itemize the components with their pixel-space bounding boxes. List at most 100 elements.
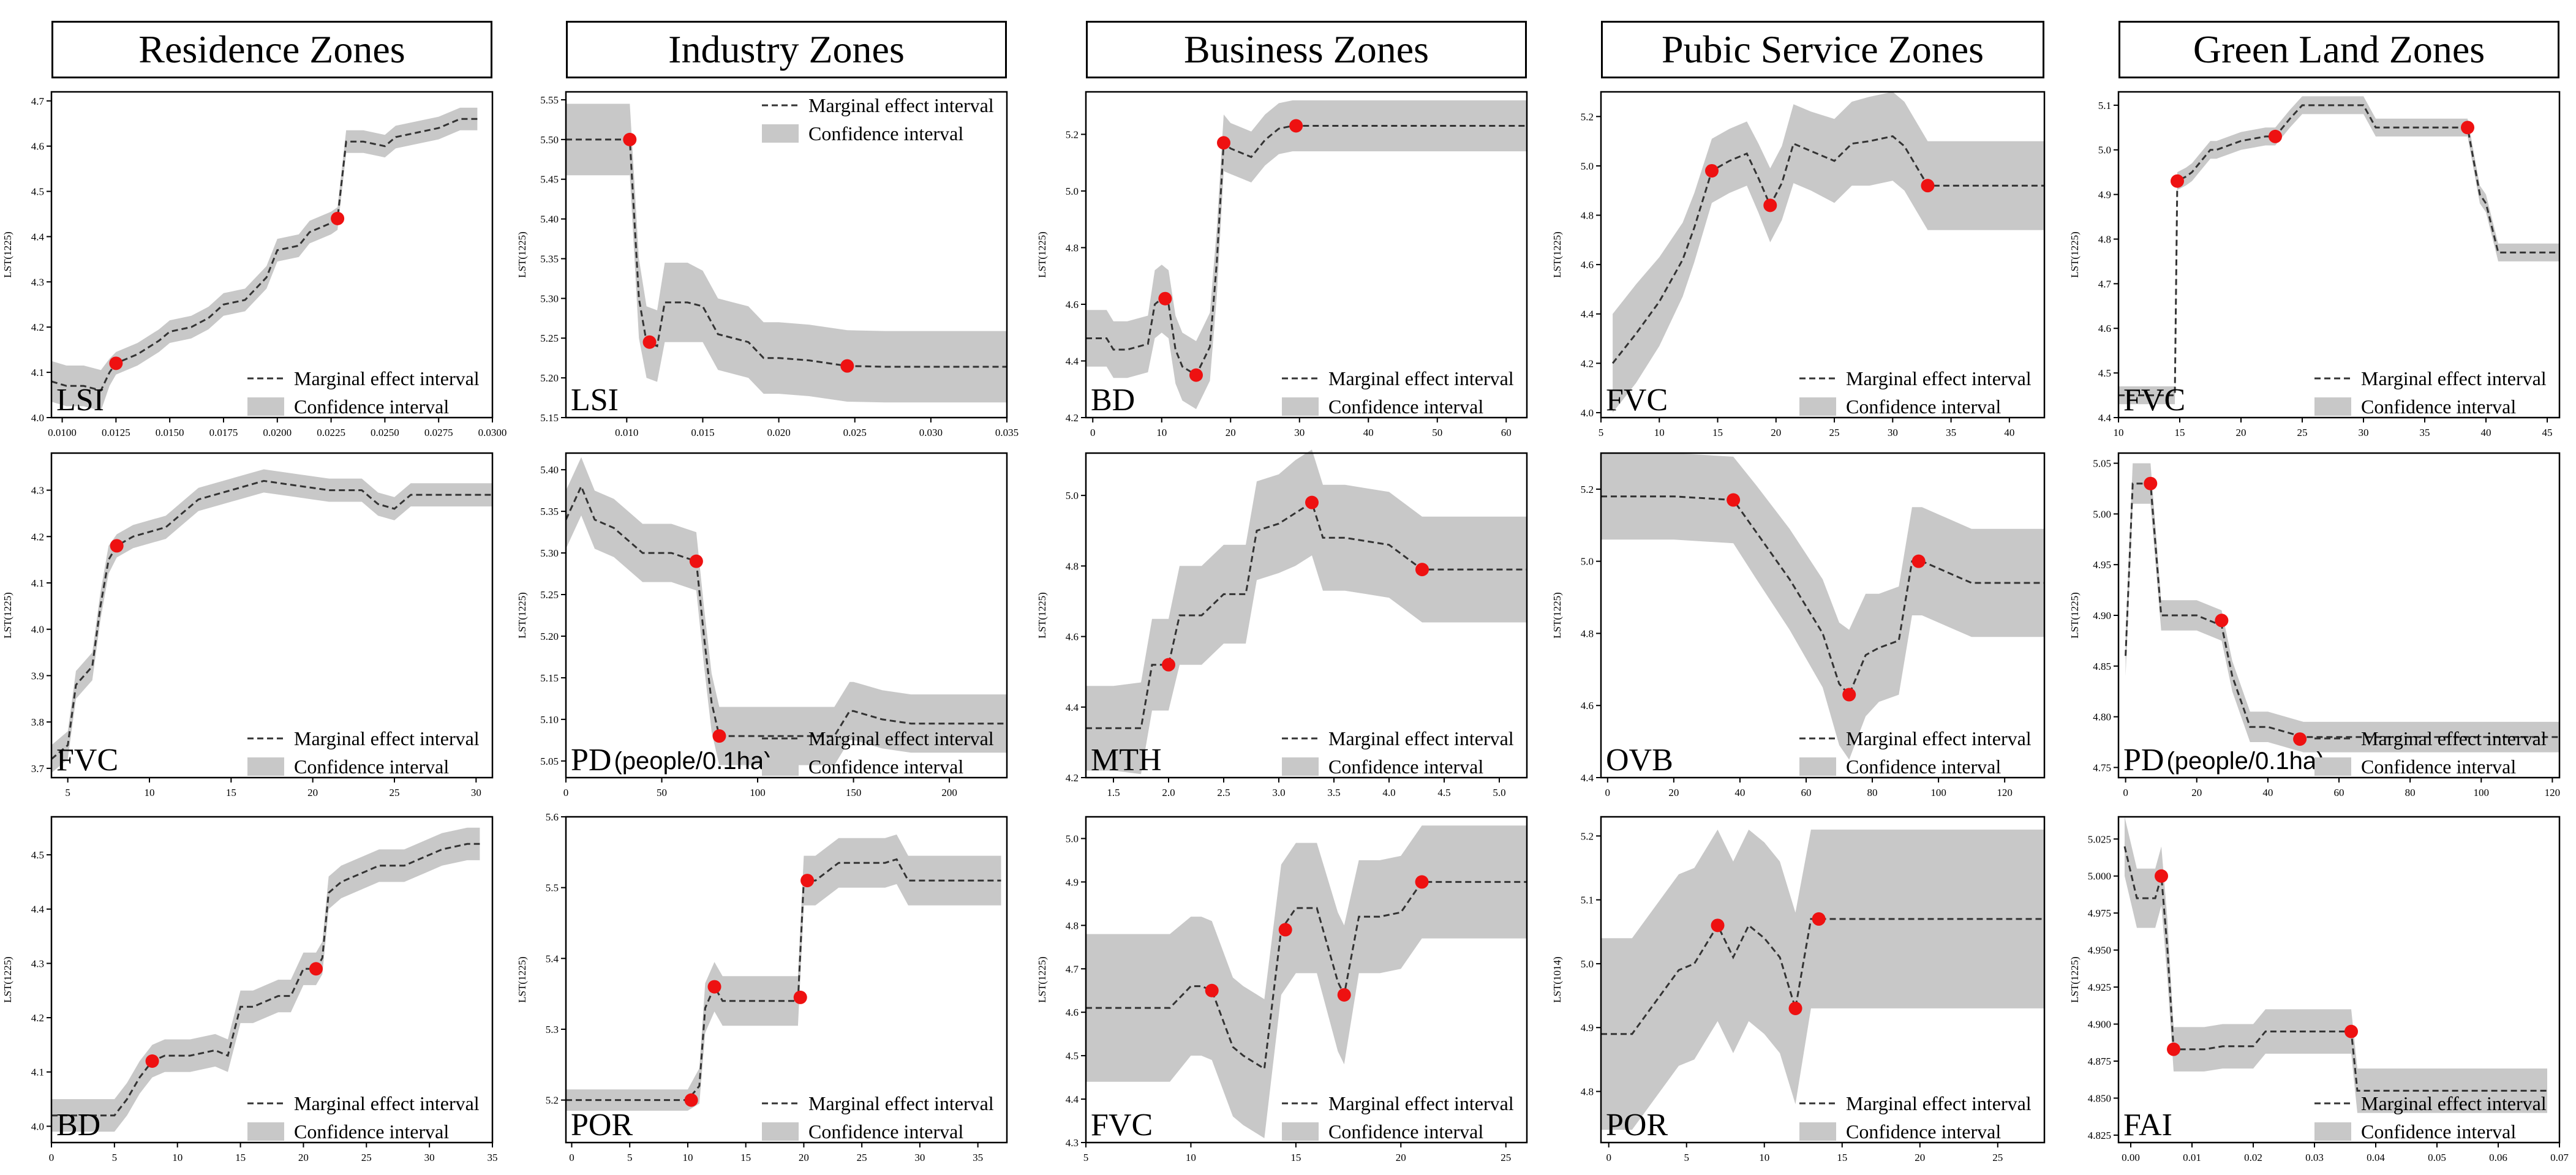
y-axis-label: LST(1225) [2,956,13,1003]
zone-title-business: Business Zones [1086,21,1527,78]
variable-label: FVC [56,743,118,778]
x-tick-label: 50 [1432,427,1442,438]
confidence-band [2118,96,2559,405]
y-tick-label: 4.0 [1581,407,1594,419]
x-tick-label: 40 [2481,427,2491,438]
x-tick-label: 0.015 [691,427,714,438]
x-tick-label: 0.0250 [371,427,399,438]
x-tick-label: 10 [682,1152,693,1163]
y-tick-label: 5.15 [540,412,559,424]
legend-band-swatch [1282,1122,1319,1141]
y-tick-label: 5.0 [1066,186,1079,197]
legend-band-label: Confidence interval [294,396,449,418]
variable-unit: (people/0.1ha) [614,748,772,775]
chart-panel-11: 0 5 10 15 20 25 30 35 5.2 5.3 5.4 5.5 5.6 LST(1225) PO… [516,811,1008,1163]
y-axis-label: LST(1225) [2069,231,2081,278]
y-tick-label: 5.30 [540,293,559,304]
x-tick-label: 0.0125 [102,427,130,438]
key-point-1 [642,335,657,349]
variable-label: FAI [2123,1108,2172,1143]
x-tick-label: 10 [1759,1152,1769,1163]
variable-label: LSI [571,383,619,418]
y-tick-label: 4.6 [2098,323,2111,334]
x-tick-label: 15 [740,1152,751,1163]
x-tick-label: 50 [657,787,667,798]
y-axis-label: LST(1225) [1036,956,1048,1003]
x-tick-label: 40 [2262,787,2273,798]
x-tick-label: 120 [1997,787,2013,798]
y-tick-label: 5.40 [540,464,559,476]
x-tick-label: 0.03 [2305,1152,2324,1163]
x-tick-label: 0.0275 [424,427,453,438]
legend-line-label: Marginal effect interval [294,367,480,389]
x-tick-label: 30 [471,787,481,798]
legend-band-label: Confidence interval [1328,396,1483,418]
key-point-0 [1205,983,1219,997]
x-tick-label: 10 [1186,1152,1196,1163]
y-tick-label: 4.6 [1066,299,1079,310]
key-point-0 [110,539,124,553]
y-tick-label: 5.0 [1581,958,1594,970]
chart-panel-4: 10 15 20 25 30 35 40 45 4.4 4.5 4.6 4.7 4.8 4.9 5.0 5.1… [2069,91,2561,438]
y-tick-label: 4.7 [1066,963,1079,975]
x-tick-label: 15 [1712,427,1723,438]
key-point-1 [1842,688,1856,702]
y-tick-label: 4.3 [31,958,44,969]
y-tick-label: 5.05 [2093,458,2111,470]
x-tick-label: 15 [226,787,236,798]
y-axis-label: LST(1225) [516,231,528,278]
legend-band-swatch [247,397,284,416]
x-tick-label: 0.02 [2244,1152,2262,1163]
x-tick-label: 5 [627,1152,633,1163]
plot-frame [50,452,494,779]
x-tick-label: 15 [2175,427,2185,438]
key-point-3 [1415,875,1429,889]
confidence-band [566,834,1001,1111]
key-point-0 [109,356,123,370]
x-tick-label: 0.020 [767,427,790,438]
chart-panel-8: 0 20 40 60 80 100 120 4.4 4.6 4.8 5.0 5.2 LST(1225) O… [1551,452,2046,798]
x-tick-label: 20 [2236,427,2246,438]
x-tick-label: 10 [2114,427,2124,438]
x-tick-label: 100 [1930,787,1946,798]
y-tick-label: 4.3 [1066,1137,1079,1149]
chart-panel-5: 5 10 15 20 25 30 3.7 3.8 3.9 4.0 4.1 4.2 4.3 LST(1225… [2,452,494,798]
x-tick-label: 25 [1992,1152,2003,1163]
confidence-band [51,827,480,1132]
legend-band-swatch [1799,397,1836,416]
confidence-band [1086,825,1527,1138]
x-tick-label: 0.04 [2367,1152,2385,1163]
legend-line-label: Marginal effect interval [1846,727,2032,749]
confidence-band [2125,817,2547,1113]
variable-label: LSI [56,383,104,418]
y-tick-label: 4.80 [2093,711,2111,723]
marginal-effect-line [566,858,1001,1102]
x-tick-label: 25 [1501,1152,1511,1163]
y-tick-label: 4.5 [31,186,44,198]
y-tick-label: 5.5 [546,882,559,894]
key-point-1 [1189,368,1203,382]
legend-line-label: Marginal effect interval [1328,727,1514,749]
confidence-band [51,469,492,773]
legend-band-label: Confidence interval [294,756,449,778]
legend-band-swatch [247,757,284,776]
x-tick-label: 80 [2405,787,2416,798]
y-tick-label: 5.10 [540,714,559,726]
x-tick-label: 0.00 [2122,1152,2140,1163]
key-point-0 [1705,163,1719,178]
x-tick-label: 20 [2191,787,2202,798]
legend-line-label: Marginal effect interval [1846,1092,2032,1114]
marginal-effect-line [51,118,478,392]
key-point-1 [2167,1042,2180,1056]
key-point-2 [1911,554,1926,568]
legend-band-label: Confidence interval [808,122,963,145]
y-tick-label: 4.9 [2098,189,2111,201]
y-axis-label: LST(1225) [1036,231,1048,278]
y-tick-label: 5.000 [2088,871,2111,882]
x-tick-label: 0.035 [995,427,1019,438]
y-tick-label: 5.50 [540,134,559,146]
plot-frame [1085,816,1528,1144]
x-tick-label: 4.5 [1437,787,1450,798]
y-axis-label: LST(1225) [516,956,528,1003]
key-point-1 [2269,129,2282,143]
